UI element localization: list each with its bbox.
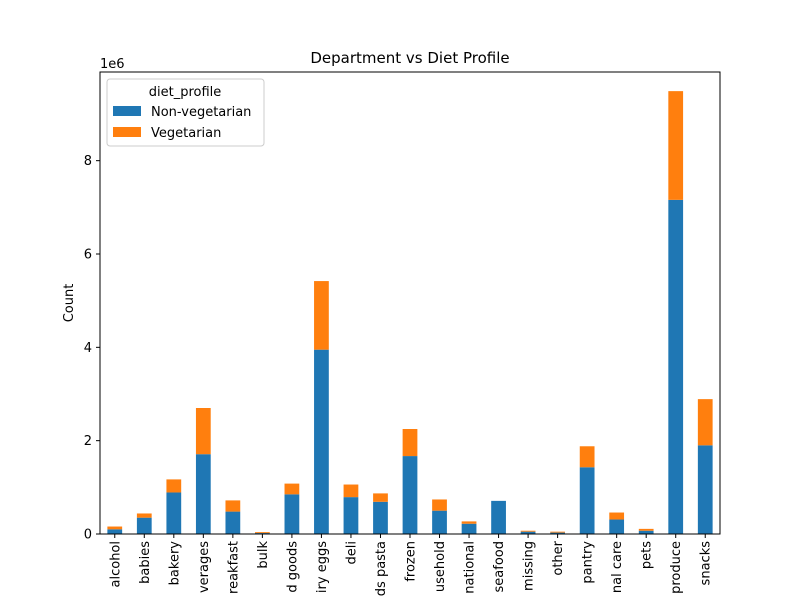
x-tick-label: alcohol — [108, 541, 123, 587]
bar-canned-goods-non-vegetarian — [284, 494, 300, 534]
bar-other-non-vegetarian — [550, 532, 565, 534]
legend-label-non-vegetarian: Non-vegetarian — [151, 105, 251, 120]
x-tick-label: produce — [669, 541, 684, 594]
bar-household-non-vegetarian — [432, 510, 447, 534]
x-tick-label: iry eggs — [315, 541, 330, 593]
plot-frame — [99, 71, 721, 535]
bar-pantry-vegetarian — [579, 446, 595, 468]
bar-pets-vegetarian — [638, 528, 654, 531]
bar-dairy-eggs-vegetarian — [314, 281, 329, 350]
bar-missing-non-vegetarian — [520, 531, 536, 534]
x-tick-label: usehold — [433, 541, 448, 592]
legend-frame — [106, 78, 265, 147]
x-tick-label: frozen — [404, 541, 419, 582]
bar-international-vegetarian — [461, 521, 477, 524]
bar-beverages-non-vegetarian — [195, 454, 211, 534]
y-axis: 0 2 4 6 8 — [84, 154, 100, 543]
bar-international-non-vegetarian — [461, 523, 477, 534]
bars-layer — [107, 91, 713, 534]
x-tick-label: d goods — [285, 541, 300, 593]
x-tick-label: ds pasta — [374, 541, 389, 596]
x-tick-label: nal care — [610, 541, 625, 593]
x-tick-label: verages — [197, 541, 212, 593]
y-offset-text: 1e6 — [100, 57, 125, 72]
x-axis: alcohol babies bakery verages reakfast bulk d … — [108, 534, 714, 596]
bar-alcohol-vegetarian — [107, 526, 123, 530]
bar-babies-non-vegetarian — [136, 517, 152, 534]
bar-other-vegetarian — [550, 531, 565, 533]
y-axis-label: Count — [62, 284, 77, 323]
bar-beverages-vegetarian — [195, 408, 211, 455]
x-tick-label: missing — [522, 541, 537, 591]
bar-pets-non-vegetarian — [638, 530, 654, 534]
bar-produce-non-vegetarian — [668, 199, 684, 534]
y-tick-label: 8 — [84, 154, 92, 169]
legend-title: diet_profile — [149, 85, 222, 100]
bar-deli-non-vegetarian — [343, 497, 359, 534]
x-tick-label: reakfast — [226, 541, 241, 594]
y-tick-label: 2 — [84, 434, 92, 449]
chart-title: Department vs Diet Profile — [310, 49, 509, 67]
x-tick-label: pantry — [581, 541, 596, 584]
legend-swatch-non-vegetarian — [113, 106, 141, 116]
x-tick-label: bakery — [167, 541, 182, 586]
bar-produce-vegetarian — [668, 91, 684, 200]
bar-bakery-non-vegetarian — [166, 492, 182, 534]
bar-frozen-vegetarian — [402, 429, 418, 457]
x-tick-label: other — [551, 540, 566, 575]
x-tick-label: bulk — [256, 541, 271, 569]
bar-dry-goods-pasta-vegetarian — [373, 493, 388, 502]
bar-breakfast-vegetarian — [225, 500, 241, 512]
bar-snacks-non-vegetarian — [697, 445, 713, 534]
bar-babies-vegetarian — [136, 513, 152, 518]
bar-bulk-vegetarian — [255, 532, 270, 534]
bar-breakfast-non-vegetarian — [225, 511, 241, 534]
x-tick-label: snacks — [699, 541, 714, 586]
bar-personal-care-non-vegetarian — [609, 519, 625, 534]
bar-bakery-vegetarian — [166, 479, 182, 493]
bar-pantry-non-vegetarian — [579, 467, 595, 534]
bar-frozen-non-vegetarian — [402, 456, 418, 534]
bar-household-vegetarian — [432, 499, 447, 511]
bar-personal-care-vegetarian — [609, 512, 625, 520]
bar-meat-seafood-non-vegetarian — [491, 500, 506, 534]
bar-snacks-vegetarian — [697, 399, 713, 446]
bar-dry-goods-pasta-non-vegetarian — [373, 501, 388, 534]
bar-canned-goods-vegetarian — [284, 483, 300, 495]
legend: diet_profile Non-vegetarian Vegetarian — [106, 78, 265, 147]
x-tick-label: seafood — [492, 541, 507, 592]
x-tick-label: deli — [344, 541, 359, 564]
bar-missing-vegetarian — [520, 530, 536, 532]
bar-deli-vegetarian — [343, 484, 359, 498]
legend-label-vegetarian: Vegetarian — [151, 126, 221, 141]
x-tick-label: pets — [640, 541, 655, 569]
x-tick-label: national — [463, 541, 478, 594]
bar-dairy-eggs-non-vegetarian — [314, 349, 329, 534]
y-tick-label: 0 — [84, 528, 92, 543]
y-tick-label: 6 — [84, 248, 92, 263]
x-tick-label: babies — [138, 541, 153, 584]
legend-swatch-vegetarian — [113, 127, 141, 137]
y-tick-label: 4 — [84, 341, 92, 356]
bar-alcohol-non-vegetarian — [107, 529, 123, 534]
